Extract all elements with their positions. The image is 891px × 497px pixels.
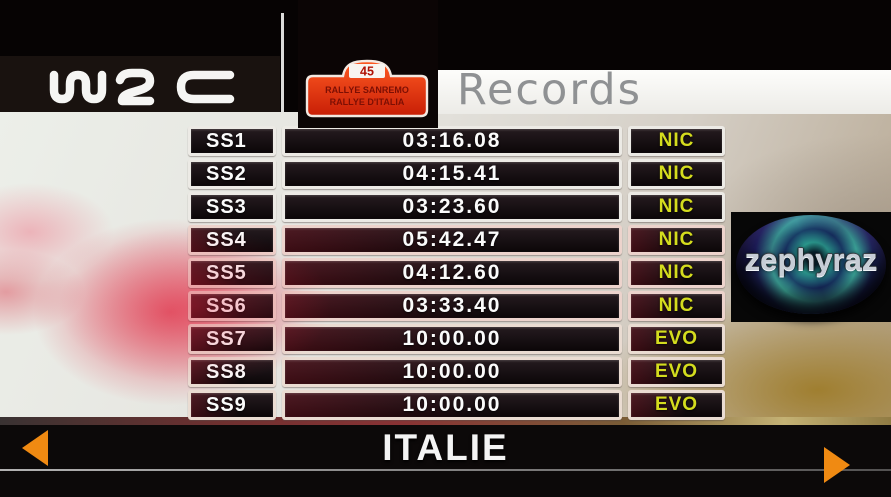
right-arrow-icon[interactable] — [824, 447, 850, 483]
screen-reflection-strip — [0, 417, 891, 426]
stage-time: 05:42.47 — [282, 225, 622, 255]
stage-time: 03:23.60 — [282, 192, 622, 222]
stage-label: SS2 — [188, 159, 276, 189]
stage-time: 03:33.40 — [282, 291, 622, 321]
table-row: SS7 10:00.00 EVO — [188, 324, 725, 354]
watermark-text: zephyraz — [744, 242, 878, 277]
footer-bar: ITALIE — [0, 425, 891, 497]
table-row: SS9 10:00.00 EVO — [188, 390, 725, 420]
stage-label: SS6 — [188, 291, 276, 321]
driver-code: NIC — [628, 291, 725, 321]
driver-code: NIC — [628, 159, 725, 189]
driver-code: NIC — [628, 192, 725, 222]
driver-code: EVO — [628, 324, 725, 354]
driver-code: NIC — [628, 225, 725, 255]
table-row: SS5 04:12.60 NIC — [188, 258, 725, 288]
stage-time: 10:00.00 — [282, 390, 622, 420]
header-divider-line — [281, 13, 284, 112]
stage-time: 03:16.08 — [282, 126, 622, 156]
plate-line2: RALLYE D'ITALIA — [330, 97, 405, 107]
rally-plate-backdrop: 45 RALLYE SANREMO RALLYE D'ITALIA — [298, 0, 438, 128]
driver-code: EVO — [628, 390, 725, 420]
country-label: ITALIE — [382, 427, 509, 468]
table-row: SS4 05:42.47 NIC — [188, 225, 725, 255]
stage-time: 04:12.60 — [282, 258, 622, 288]
left-arrow-icon[interactable] — [22, 430, 48, 466]
plate-line1: RALLYE SANREMO — [325, 85, 409, 95]
stage-label: SS4 — [188, 225, 276, 255]
swirl-galaxy-icon — [736, 215, 886, 314]
watermark-box: zephyraz — [731, 212, 891, 322]
wrc-logo-icon — [49, 68, 235, 106]
stage-time: 10:00.00 — [282, 357, 622, 387]
plate-number: 45 — [360, 65, 374, 79]
stage-time: 04:15.41 — [282, 159, 622, 189]
footer-divider-line — [0, 469, 891, 471]
stage-time: 10:00.00 — [282, 324, 622, 354]
stage-label: SS9 — [188, 390, 276, 420]
table-row: SS3 03:23.60 NIC — [188, 192, 725, 222]
rally-plate-icon: 45 RALLYE SANREMO RALLYE D'ITALIA — [305, 59, 429, 118]
stage-label: SS8 — [188, 357, 276, 387]
table-row: SS8 10:00.00 EVO — [188, 357, 725, 387]
stage-label: SS7 — [188, 324, 276, 354]
header-bar: Records — [0, 0, 891, 115]
table-row: SS1 03:16.08 NIC — [188, 126, 725, 156]
table-row: SS6 03:33.40 NIC — [188, 291, 725, 321]
records-title-band: Records — [437, 65, 891, 115]
driver-code: NIC — [628, 126, 725, 156]
stage-label: SS5 — [188, 258, 276, 288]
table-row: SS2 04:15.41 NIC — [188, 159, 725, 189]
driver-code: EVO — [628, 357, 725, 387]
page-title: Records — [457, 65, 642, 115]
records-table: SS1 03:16.08 NIC SS2 04:15.41 NIC SS3 03… — [188, 126, 725, 423]
stage-label: SS1 — [188, 126, 276, 156]
driver-code: NIC — [628, 258, 725, 288]
stage-label: SS3 — [188, 192, 276, 222]
